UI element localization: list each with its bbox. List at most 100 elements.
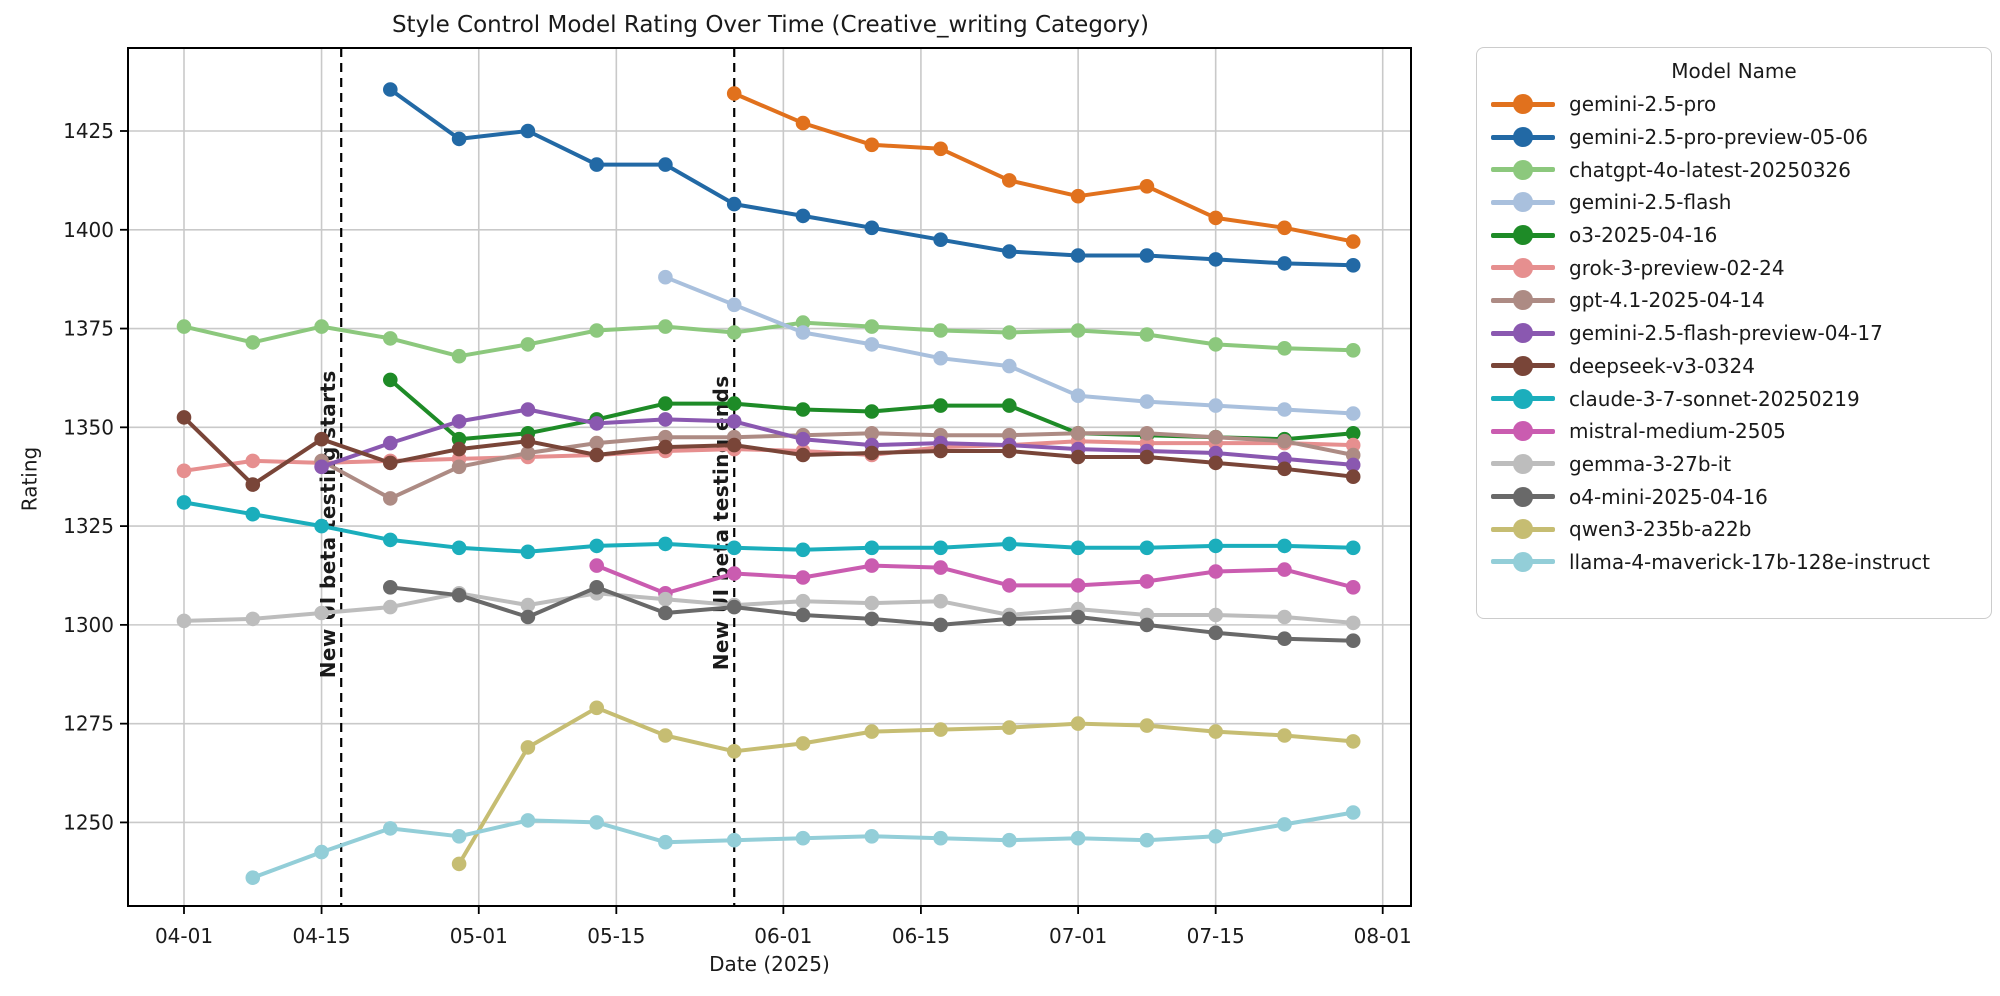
data-point-gpt-4.1-2025-04-14-05-13 xyxy=(589,435,604,451)
series-line-gemini-2.5-pro xyxy=(732,91,1356,244)
data-point-o4-mini-2025-04-16-05-13 xyxy=(589,580,604,595)
legend-dot-swatch xyxy=(1513,519,1533,540)
data-point-claude-3-7-sonnet-20250219-07-29 xyxy=(1345,540,1361,556)
data-point-o3-2025-04-16-06-03 xyxy=(795,402,811,417)
legend-marker-icon xyxy=(1491,355,1555,376)
data-point-claude-3-7-sonnet-20250219-05-27 xyxy=(726,540,742,556)
legend-dot-swatch xyxy=(1513,159,1533,180)
legend-item-qwen3-235b-a22b: qwen3-235b-a22b xyxy=(1477,513,1991,546)
data-point-o4-mini-2025-04-16-07-15 xyxy=(1208,625,1223,641)
legend-item-gemma-3-27b-it: gemma-3-27b-it xyxy=(1477,448,1991,481)
data-point-gemini-2.5-flash-07-29 xyxy=(1345,406,1361,421)
data-point-o4-mini-2025-04-16-04-29 xyxy=(451,587,467,603)
data-point-gemma-3-27b-it-04-08 xyxy=(245,611,261,627)
data-point-claude-3-7-sonnet-20250219-05-20 xyxy=(658,536,673,552)
data-point-deepseek-v3-0324-06-03 xyxy=(795,447,811,463)
series-line-gpt-4.1-2025-04-14 xyxy=(319,431,1356,501)
legend-marker-icon xyxy=(1491,388,1555,409)
y-tick-label-1275: 1275 xyxy=(63,712,114,736)
legend-label: mistral-medium-2505 xyxy=(1569,419,1786,444)
data-point-llama-4-maverick-17b-128e-instruct-04-08 xyxy=(245,870,261,885)
data-point-o3-2025-04-16-04-22 xyxy=(383,372,398,388)
legend-dot-swatch xyxy=(1513,257,1533,278)
data-point-o4-mini-2025-04-16-04-22 xyxy=(383,580,398,595)
data-point-gemini-2.5-pro-preview-05-06-07-08 xyxy=(1139,248,1155,263)
data-point-o3-2025-04-16-07-29 xyxy=(1345,426,1361,441)
legend-item-gemini-2.5-pro: gemini-2.5-pro xyxy=(1477,88,1991,121)
legend-label: gemini-2.5-pro-preview-05-06 xyxy=(1569,125,1868,150)
legend-marker-icon xyxy=(1491,453,1555,474)
series-line-gemma-3-27b-it xyxy=(182,591,1356,625)
data-point-gemma-3-27b-it-07-15 xyxy=(1208,607,1223,623)
data-point-llama-4-maverick-17b-128e-instruct-06-10 xyxy=(864,829,880,844)
legend-item-gemini-2.5-flash: gemini-2.5-flash xyxy=(1477,186,1991,219)
data-point-o3-2025-04-16-05-27 xyxy=(726,396,742,411)
data-point-gemini-2.5-pro-preview-05-06-05-27 xyxy=(726,196,742,212)
data-point-gemini-2.5-flash-preview-04-17-05-13 xyxy=(589,416,604,431)
legend-item-mistral-medium-2505: mistral-medium-2505 xyxy=(1477,415,1991,448)
data-point-chatgpt-4o-latest-20250326-04-29 xyxy=(451,348,467,364)
data-point-o4-mini-2025-04-16-07-01 xyxy=(1070,609,1086,625)
legend-label: gemini-2.5-flash-preview-04-17 xyxy=(1569,321,1883,346)
series-line-qwen3-235b-a22b xyxy=(457,705,1356,866)
legend-dot-swatch xyxy=(1513,355,1533,376)
series-line-grok-3-preview-02-24 xyxy=(182,439,1356,473)
legend-label: deepseek-v3-0324 xyxy=(1569,353,1755,378)
legend-marker-icon xyxy=(1491,127,1555,148)
data-point-mistral-medium-2505-07-22 xyxy=(1277,562,1292,577)
x-tick-label-06-15: 06-15 xyxy=(892,924,950,948)
data-point-gemini-2.5-pro-06-10 xyxy=(864,137,880,153)
legend-item-claude-3-7-sonnet-20250219: claude-3-7-sonnet-20250219 xyxy=(1477,382,1991,415)
data-point-llama-4-maverick-17b-128e-instruct-05-06 xyxy=(520,813,536,828)
data-point-gpt-4.1-2025-04-14-07-08 xyxy=(1139,426,1155,441)
data-point-claude-3-7-sonnet-20250219-07-08 xyxy=(1139,540,1155,556)
data-point-qwen3-235b-a22b-07-15 xyxy=(1208,724,1223,739)
data-point-llama-4-maverick-17b-128e-instruct-05-20 xyxy=(658,834,673,850)
data-point-chatgpt-4o-latest-20250326-07-22 xyxy=(1277,341,1292,356)
data-point-chatgpt-4o-latest-20250326-04-08 xyxy=(245,335,261,350)
data-point-mistral-medium-2505-07-01 xyxy=(1070,578,1086,593)
data-point-gemini-2.5-pro-preview-05-06-07-01 xyxy=(1070,248,1086,263)
data-point-qwen3-235b-a22b-07-29 xyxy=(1345,734,1361,749)
y-tick-label-1375: 1375 xyxy=(63,317,114,341)
data-point-deepseek-v3-0324-04-29 xyxy=(451,441,467,457)
legend-item-grok-3-preview-02-24: grok-3-preview-02-24 xyxy=(1477,251,1991,284)
data-point-deepseek-v3-0324-04-15 xyxy=(314,431,329,447)
legend-item-chatgpt-4o-latest-20250326: chatgpt-4o-latest-20250326 xyxy=(1477,153,1991,186)
data-point-grok-3-preview-02-24-04-08 xyxy=(245,453,261,469)
data-point-claude-3-7-sonnet-20250219-06-17 xyxy=(933,540,948,556)
data-point-gemma-3-27b-it-05-20 xyxy=(658,591,673,607)
data-point-chatgpt-4o-latest-20250326-06-24 xyxy=(1002,325,1017,340)
data-point-llama-4-maverick-17b-128e-instruct-06-03 xyxy=(795,830,811,846)
legend-label: gemini-2.5-flash xyxy=(1569,190,1732,215)
data-point-qwen3-235b-a22b-07-01 xyxy=(1070,716,1086,731)
data-point-gemma-3-27b-it-07-29 xyxy=(1345,615,1361,631)
data-point-gemini-2.5-flash-07-01 xyxy=(1070,388,1086,404)
data-point-gemini-2.5-pro-preview-05-06-04-29 xyxy=(451,131,467,147)
data-point-deepseek-v3-0324-07-29 xyxy=(1345,469,1361,485)
data-point-chatgpt-4o-latest-20250326-05-06 xyxy=(520,337,536,352)
legend-dot-swatch xyxy=(1513,127,1533,148)
data-point-gemma-3-27b-it-04-15 xyxy=(314,605,329,621)
y-axis-label: Rating xyxy=(17,446,42,512)
data-point-gemini-2.5-pro-preview-05-06-07-15 xyxy=(1208,252,1223,267)
data-point-deepseek-v3-0324-07-22 xyxy=(1277,461,1292,477)
data-point-gemini-2.5-pro-07-29 xyxy=(1345,234,1361,249)
data-point-gemini-2.5-pro-07-01 xyxy=(1070,188,1086,204)
data-point-gemini-2.5-pro-preview-05-06-05-06 xyxy=(520,123,536,139)
data-point-qwen3-235b-a22b-06-24 xyxy=(1002,720,1017,735)
data-point-gemma-3-27b-it-06-17 xyxy=(933,593,948,609)
legend-dot-swatch xyxy=(1513,225,1533,246)
data-point-gemma-3-27b-it-07-22 xyxy=(1277,609,1292,625)
data-point-gemini-2.5-flash-preview-04-17-06-03 xyxy=(795,431,811,447)
data-point-gpt-4.1-2025-04-14-07-22 xyxy=(1277,433,1292,449)
data-point-gemini-2.5-flash-preview-04-17-05-06 xyxy=(520,402,536,417)
legend-label: chatgpt-4o-latest-20250326 xyxy=(1569,157,1852,182)
legend-marker-icon xyxy=(1491,290,1555,311)
x-tick-label-07-15: 07-15 xyxy=(1187,924,1245,948)
data-point-mistral-medium-2505-06-03 xyxy=(795,570,811,585)
data-point-gemini-2.5-pro-06-03 xyxy=(795,115,811,131)
data-point-claude-3-7-sonnet-20250219-04-01 xyxy=(176,495,192,510)
legend-marker-icon xyxy=(1491,159,1555,180)
